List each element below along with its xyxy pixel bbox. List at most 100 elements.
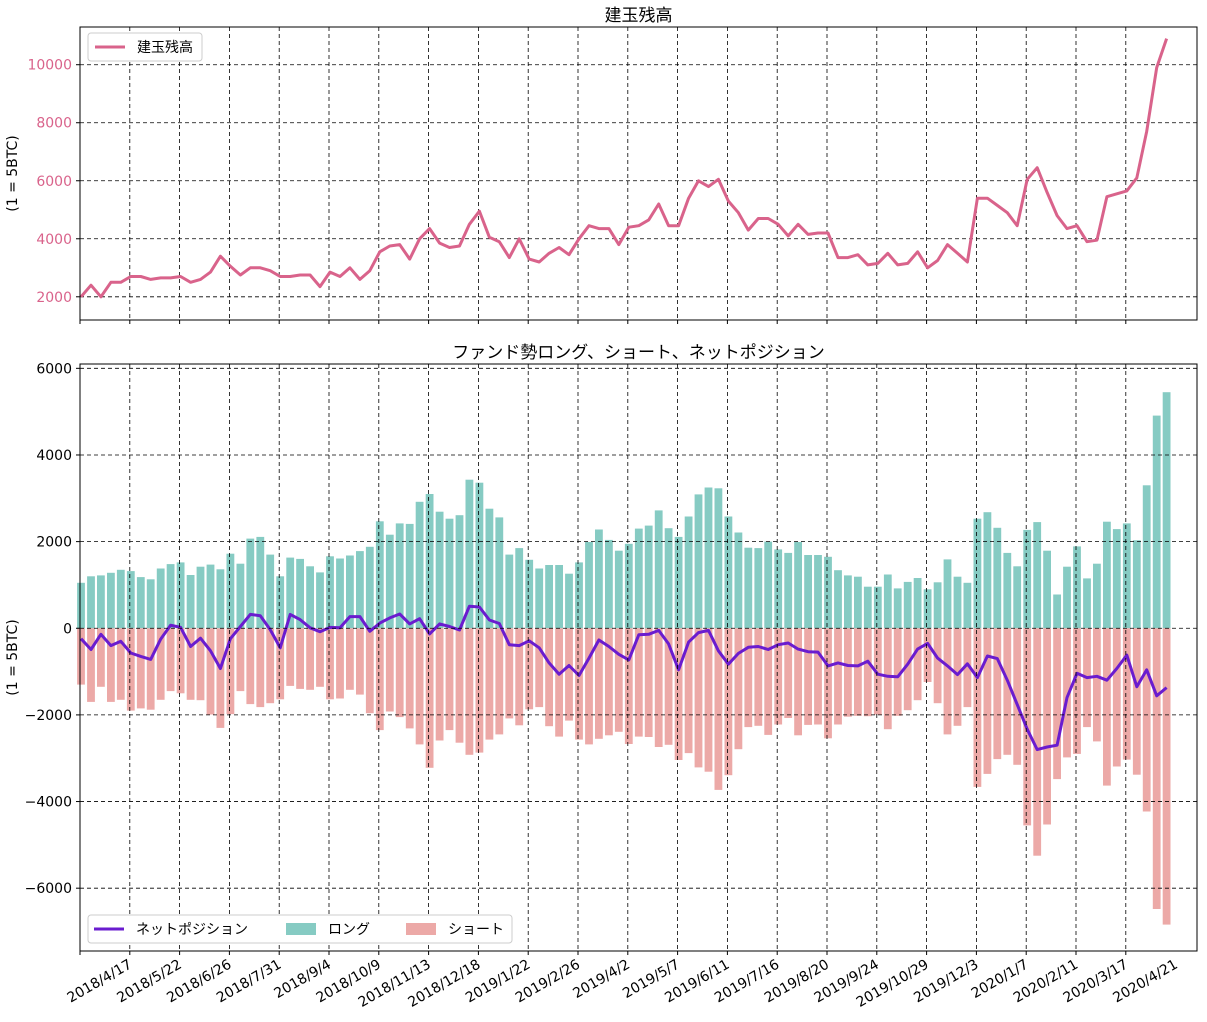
short-bar bbox=[485, 628, 494, 740]
long-bar bbox=[1023, 529, 1032, 629]
short-bar bbox=[943, 628, 952, 735]
short-bar bbox=[246, 628, 255, 705]
short-bar bbox=[196, 628, 205, 701]
short-bar bbox=[475, 628, 484, 753]
legend-swatch-long bbox=[286, 923, 316, 935]
long-bar bbox=[973, 518, 982, 629]
short-bar bbox=[375, 628, 384, 731]
short-bar bbox=[495, 628, 504, 735]
long-bar bbox=[794, 542, 802, 629]
long-bar bbox=[804, 555, 812, 629]
long-bar bbox=[1112, 529, 1121, 629]
short-bar bbox=[834, 628, 842, 725]
short-bar bbox=[993, 628, 1002, 760]
short-bar bbox=[963, 628, 972, 708]
long-bar bbox=[286, 557, 295, 629]
short-bar bbox=[1053, 628, 1061, 780]
short-bar bbox=[684, 628, 693, 754]
long-bar bbox=[1073, 546, 1081, 629]
grid-open-interest bbox=[80, 27, 1197, 320]
long-bar bbox=[316, 572, 324, 629]
net-position-line-layer bbox=[79, 604, 1168, 752]
long-bar bbox=[1043, 550, 1051, 629]
y-axis-label-positions: (1 = 5BTC) bbox=[5, 619, 21, 695]
long-bar bbox=[206, 564, 215, 629]
y-tick-label: 2000 bbox=[36, 290, 72, 306]
long-bar bbox=[126, 571, 135, 629]
long-bar bbox=[555, 565, 563, 629]
long-bar bbox=[724, 516, 733, 629]
long-bar bbox=[863, 586, 872, 629]
long-bar bbox=[873, 586, 882, 629]
y-ticks-positions: −6000 −4000 −2000 0 2000 4000 6000 bbox=[25, 361, 1197, 951]
long-bar bbox=[903, 581, 912, 629]
short-bar bbox=[585, 628, 593, 745]
long-bar bbox=[276, 576, 285, 629]
long-bar bbox=[764, 541, 773, 629]
long-bar bbox=[336, 558, 344, 629]
long-bar bbox=[156, 568, 165, 629]
short-bar bbox=[664, 628, 673, 745]
short-bar bbox=[395, 628, 404, 718]
short-bar bbox=[306, 628, 314, 690]
short-bar bbox=[1103, 628, 1111, 786]
short-bar bbox=[136, 628, 145, 709]
long-bar bbox=[774, 549, 783, 629]
long-bar bbox=[356, 551, 364, 629]
open-interest-line bbox=[79, 38, 1169, 299]
short-bar bbox=[903, 628, 912, 711]
long-bar bbox=[256, 536, 265, 629]
long-bar bbox=[176, 562, 185, 629]
y-tick-label: 8000 bbox=[36, 116, 72, 132]
long-bar bbox=[674, 536, 683, 629]
long-bar bbox=[1033, 522, 1042, 629]
short-bar bbox=[555, 628, 563, 737]
long-bar bbox=[854, 576, 862, 629]
short-bar bbox=[535, 628, 544, 708]
short-bar bbox=[854, 628, 862, 716]
short-bar bbox=[176, 628, 185, 694]
long-bar bbox=[694, 494, 703, 629]
short-bar bbox=[166, 628, 175, 692]
legend-swatch-short bbox=[406, 923, 436, 935]
y-tick-label: 4000 bbox=[36, 232, 72, 248]
short-bar bbox=[565, 628, 573, 721]
long-bar bbox=[844, 575, 852, 629]
long-bar bbox=[107, 572, 115, 629]
long-bar bbox=[814, 555, 822, 629]
short-bar bbox=[605, 628, 613, 736]
long-bar bbox=[1103, 521, 1111, 629]
short-bar bbox=[1013, 628, 1022, 765]
long-bar bbox=[575, 562, 583, 629]
short-bar bbox=[435, 628, 444, 741]
short-bar bbox=[654, 628, 663, 747]
long-bar bbox=[495, 517, 504, 629]
short-bar bbox=[1112, 628, 1121, 767]
long-bar bbox=[993, 527, 1002, 629]
y-tick-label: 6000 bbox=[36, 361, 72, 377]
long-bar bbox=[605, 539, 613, 629]
short-bar bbox=[415, 628, 424, 745]
long-bar bbox=[1122, 523, 1131, 629]
long-bar bbox=[465, 479, 474, 629]
y-tick-label: −4000 bbox=[25, 795, 72, 811]
y-axis-label-open-interest: (1 = 5BTC) bbox=[5, 135, 21, 211]
short-bar bbox=[316, 628, 324, 687]
long-bar bbox=[1083, 578, 1091, 629]
short-bar bbox=[973, 628, 982, 787]
short-bar bbox=[1152, 628, 1161, 909]
short-bar bbox=[276, 628, 285, 700]
short-bar bbox=[1033, 628, 1042, 856]
short-bar bbox=[515, 628, 524, 726]
short-bar bbox=[794, 628, 802, 736]
short-bar bbox=[236, 628, 245, 692]
net-position-line bbox=[79, 604, 1168, 752]
legend-positions: ネットポジション ロング ショート bbox=[87, 914, 513, 944]
short-bar bbox=[116, 628, 125, 700]
short-bar bbox=[326, 628, 334, 700]
short-bar bbox=[1093, 628, 1101, 742]
long-bar bbox=[146, 579, 155, 629]
short-bar bbox=[445, 628, 454, 731]
short-bar bbox=[216, 628, 225, 728]
long-bar bbox=[136, 577, 145, 629]
